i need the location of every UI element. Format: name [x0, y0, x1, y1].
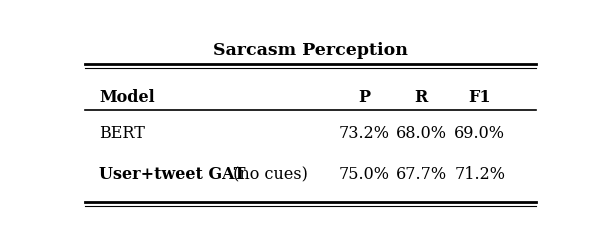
Text: 75.0%: 75.0%	[339, 166, 390, 183]
Text: 69.0%: 69.0%	[454, 126, 505, 142]
Text: P: P	[359, 89, 371, 106]
Text: 67.7%: 67.7%	[395, 166, 447, 183]
Text: R: R	[415, 89, 428, 106]
Text: Model: Model	[99, 89, 155, 106]
Text: (no cues): (no cues)	[228, 166, 308, 183]
Text: 68.0%: 68.0%	[396, 126, 447, 142]
Text: Sarcasm Perception: Sarcasm Perception	[213, 42, 408, 59]
Text: BERT: BERT	[99, 126, 145, 142]
Text: User+tweet GAT: User+tweet GAT	[99, 166, 245, 183]
Text: 71.2%: 71.2%	[454, 166, 505, 183]
Text: F1: F1	[468, 89, 491, 106]
Text: 73.2%: 73.2%	[339, 126, 390, 142]
